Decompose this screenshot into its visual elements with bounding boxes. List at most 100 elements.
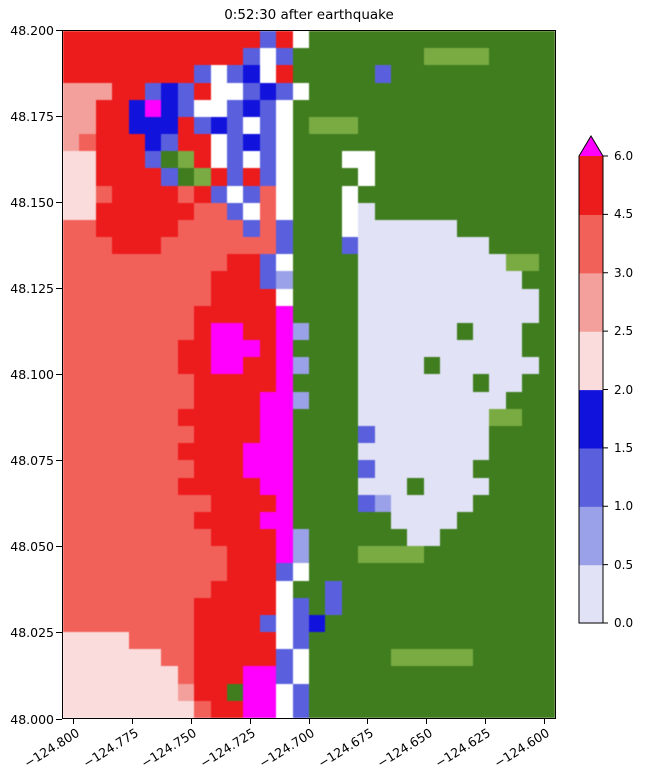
map-cell xyxy=(95,219,113,238)
map-cell xyxy=(538,82,555,100)
map-cell xyxy=(63,151,80,169)
map-cell xyxy=(112,237,129,255)
map-cell xyxy=(374,477,391,495)
map-cell xyxy=(423,426,441,444)
map-cell xyxy=(456,614,473,633)
map-cell xyxy=(456,185,473,203)
map-cell xyxy=(63,666,80,684)
map-cell xyxy=(325,116,342,135)
map-cell xyxy=(440,580,457,598)
map-cell xyxy=(472,116,490,135)
map-cell xyxy=(292,408,309,427)
map-cell xyxy=(325,185,342,203)
map-cell xyxy=(63,305,80,323)
map-cell xyxy=(276,426,293,444)
map-cell xyxy=(341,305,359,323)
map-cell xyxy=(440,305,457,323)
map-cell xyxy=(95,649,113,667)
map-cell xyxy=(63,529,80,547)
y-axis-tick-mark xyxy=(56,201,62,203)
map-cell xyxy=(276,374,293,392)
map-cell xyxy=(226,202,244,220)
map-cell xyxy=(194,614,211,633)
map-cell xyxy=(161,563,178,581)
map-cell xyxy=(161,116,178,135)
map-cell xyxy=(63,48,80,66)
map-cell xyxy=(374,683,391,701)
map-cell xyxy=(95,477,113,495)
map-cell xyxy=(194,288,211,306)
map-cell xyxy=(505,151,523,169)
map-cell xyxy=(63,511,80,530)
map-cell xyxy=(358,477,375,495)
map-cell xyxy=(390,563,408,581)
map-cell xyxy=(95,168,113,186)
map-cell xyxy=(63,271,80,289)
map-cell xyxy=(128,151,145,169)
map-cell xyxy=(505,357,523,375)
map-cell xyxy=(210,391,227,409)
map-cell xyxy=(276,151,293,169)
map-cell xyxy=(374,391,391,409)
map-cell xyxy=(456,666,473,684)
map-cell xyxy=(128,546,145,564)
map-cell xyxy=(538,219,555,238)
map-cell xyxy=(243,134,260,152)
map-cell xyxy=(472,65,490,83)
map-cell xyxy=(341,48,359,66)
map-cell xyxy=(374,305,391,323)
map-cell xyxy=(505,116,523,135)
map-cell xyxy=(63,168,80,186)
map-cell xyxy=(341,31,359,49)
map-cell xyxy=(505,391,523,409)
map-cell xyxy=(472,666,490,684)
x-axis-tick-mark xyxy=(367,719,369,724)
map-cell xyxy=(423,374,441,392)
map-cell xyxy=(276,357,293,375)
map-cell xyxy=(112,168,129,186)
map-cell xyxy=(194,48,211,66)
map-cell xyxy=(341,700,359,718)
map-cell xyxy=(456,168,473,186)
map-cell xyxy=(177,237,195,255)
x-axis-tick-mark xyxy=(73,719,75,724)
map-cell xyxy=(144,219,162,238)
map-cell xyxy=(63,340,80,358)
map-cell xyxy=(358,168,375,186)
map-cell xyxy=(243,99,260,117)
map-cell xyxy=(308,151,326,169)
map-cell xyxy=(374,666,391,684)
map-cell xyxy=(538,391,555,409)
map-cell xyxy=(194,649,211,667)
map-cell xyxy=(144,477,162,495)
map-cell xyxy=(472,151,490,169)
map-cell xyxy=(292,168,309,186)
map-cell xyxy=(276,116,293,135)
y-axis-tick-label: 48.150 xyxy=(10,194,54,210)
map-cell xyxy=(63,134,80,152)
map-cell xyxy=(505,649,523,667)
map-cell xyxy=(79,426,96,444)
map-cell xyxy=(128,529,145,547)
map-cell xyxy=(423,82,441,100)
map-cell xyxy=(374,511,391,530)
map-cell xyxy=(259,597,277,615)
map-cell xyxy=(112,460,129,478)
map-cell xyxy=(522,546,539,564)
map-cell xyxy=(505,443,523,461)
map-cell xyxy=(440,116,457,135)
map-cell xyxy=(177,65,195,83)
map-cell xyxy=(194,511,211,530)
map-cell xyxy=(538,494,555,512)
map-cell xyxy=(538,288,555,306)
map-cell xyxy=(128,82,145,100)
map-cell xyxy=(243,288,260,306)
map-cell xyxy=(226,340,244,358)
map-cell xyxy=(276,134,293,152)
map-cell xyxy=(390,494,408,512)
map-cell xyxy=(226,237,244,255)
map-cell xyxy=(128,666,145,684)
map-cell xyxy=(489,151,506,169)
map-cell xyxy=(440,683,457,701)
map-cell xyxy=(79,632,96,650)
